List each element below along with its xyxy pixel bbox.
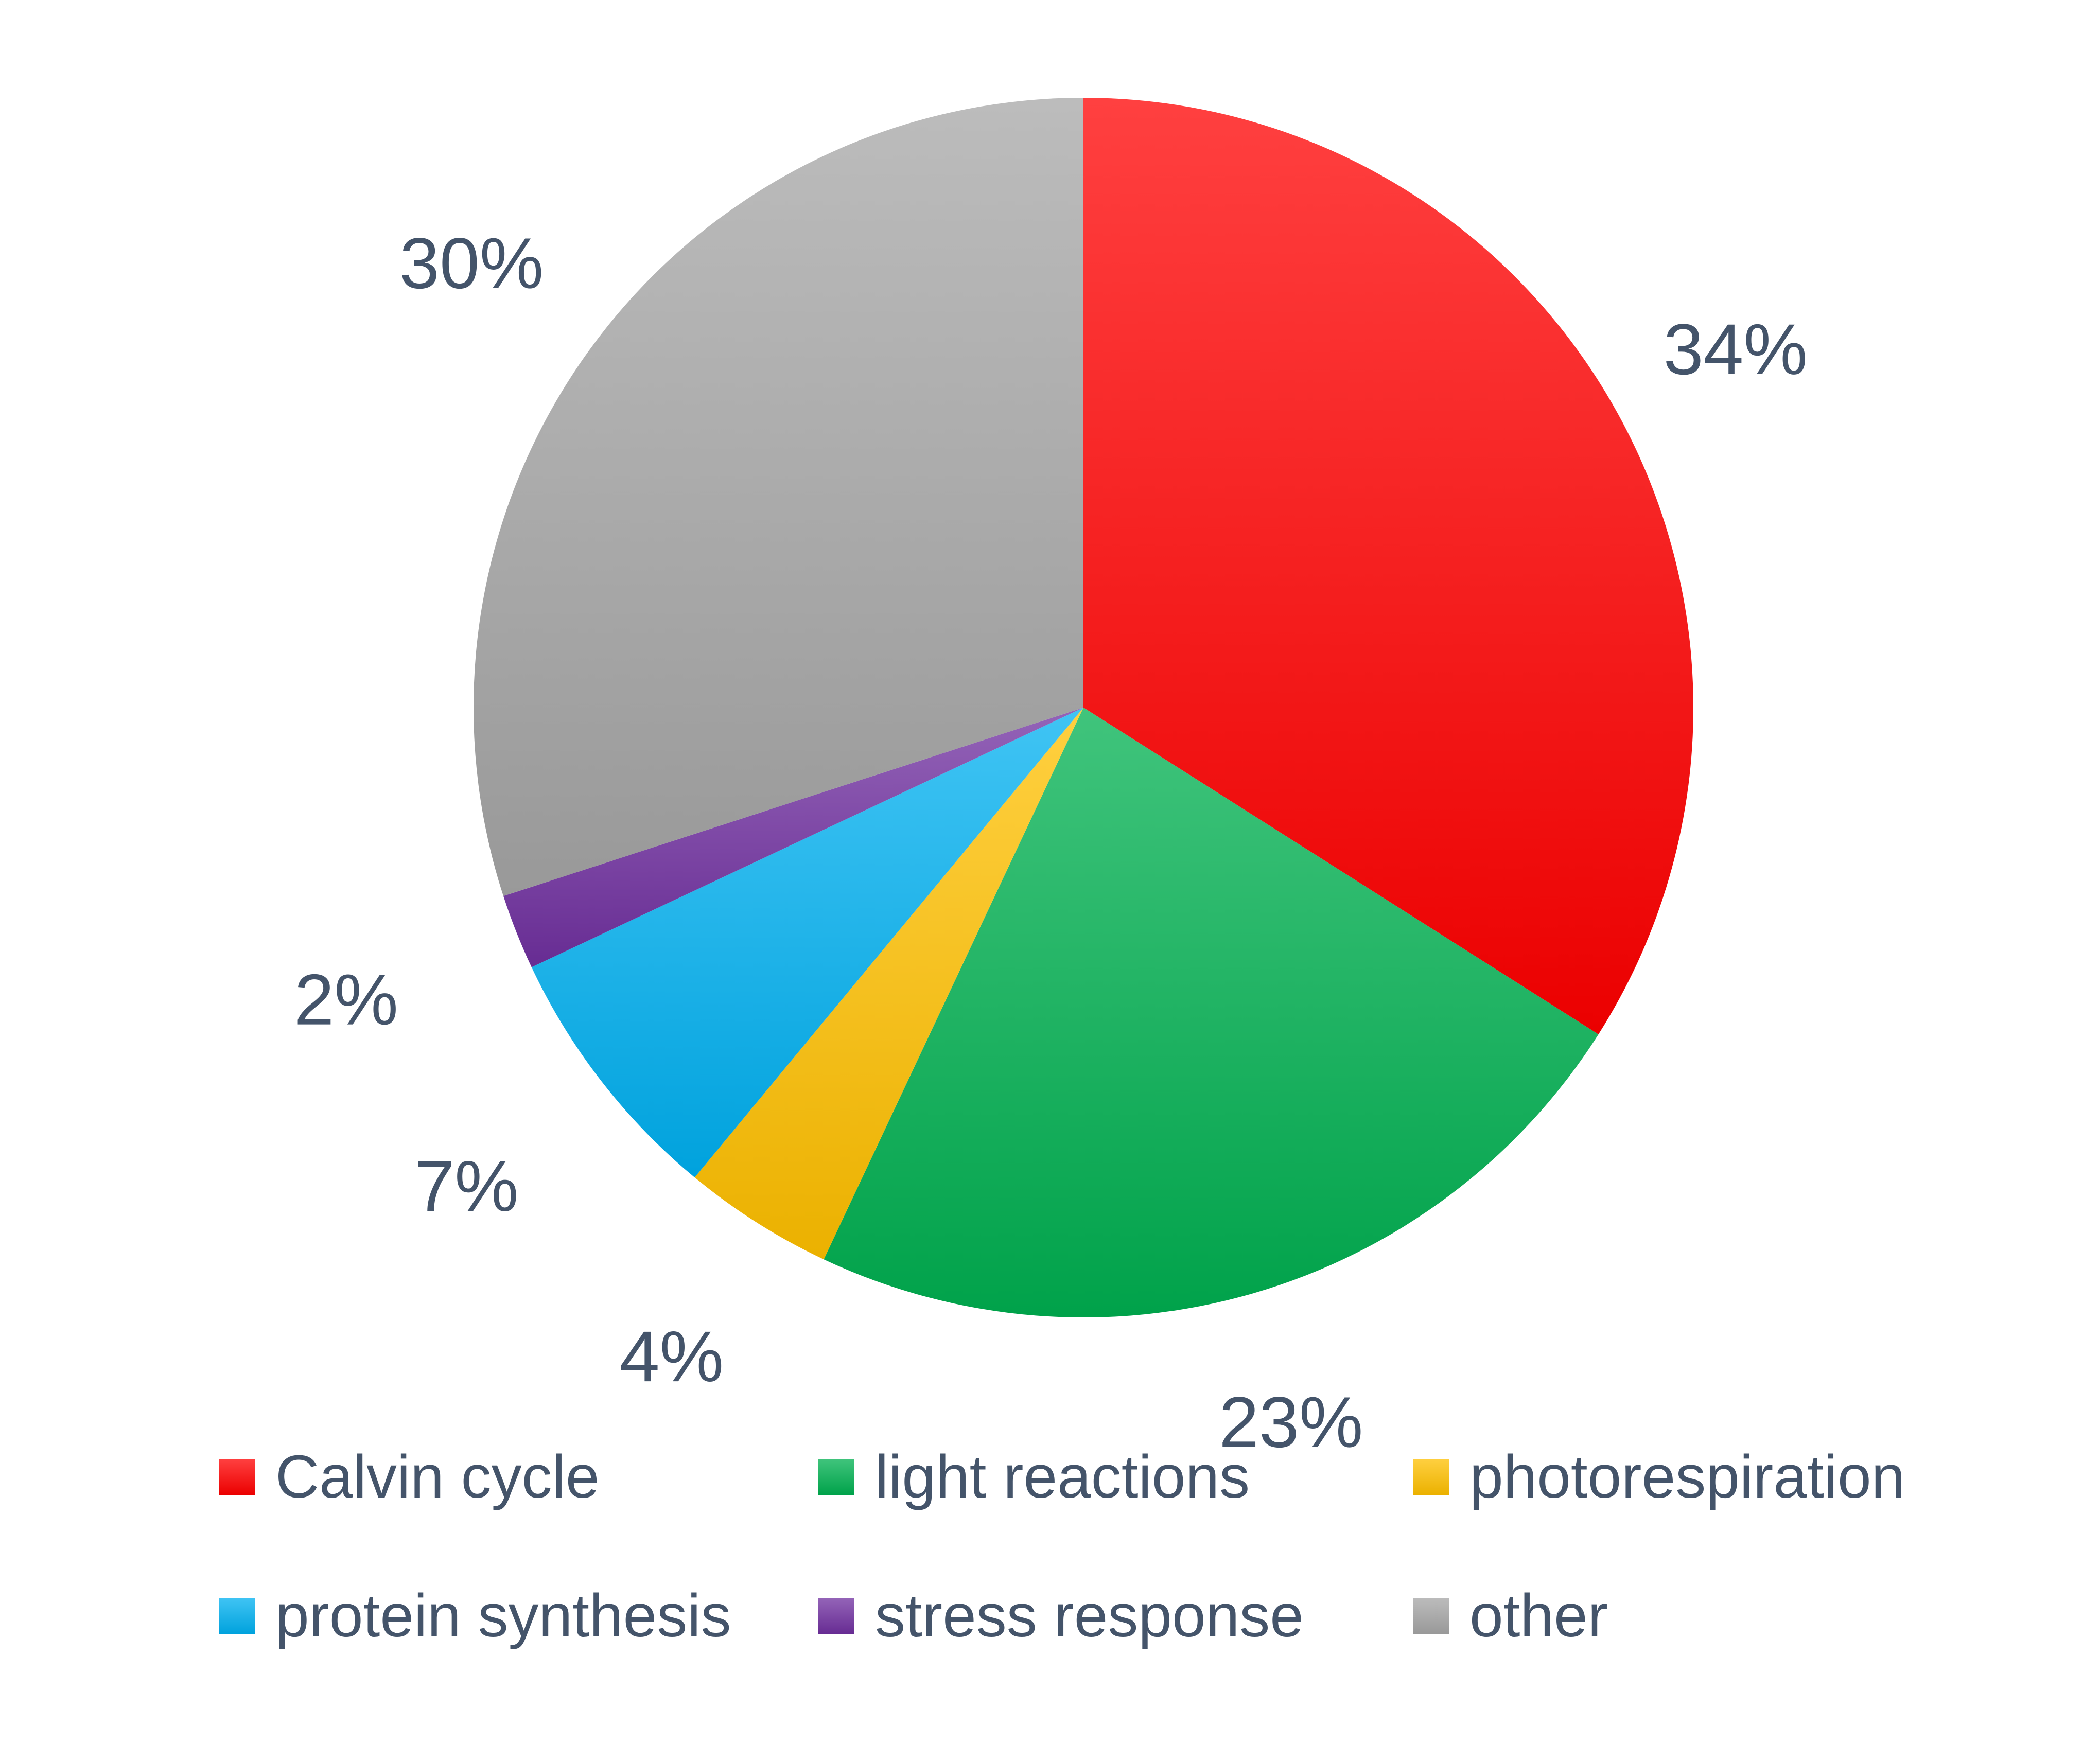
pie-slice-calvin-cycle [1083, 98, 1693, 1034]
pie-slice-photorespiration [694, 708, 1083, 1260]
legend-swatch-light-reactions [818, 1459, 854, 1495]
legend-swatch-photorespiration [1413, 1459, 1449, 1495]
legend-swatch-protein-synthesis [219, 1598, 255, 1634]
legend-label-protein-synthesis: protein synthesis [275, 1582, 731, 1650]
legend-label-calvin-cycle: Calvin cycle [275, 1443, 600, 1511]
legend-label-light-reactions: light reactions [875, 1443, 1250, 1511]
legend-label-stress-response: stress response [875, 1582, 1304, 1650]
data-label-stress-response: 2% [294, 959, 398, 1040]
legend-label-photorespiration: photorespiration [1469, 1443, 1905, 1511]
pie-slice-other [473, 98, 1083, 896]
pie-slices [473, 98, 1693, 1317]
legend-swatch-other [1413, 1598, 1449, 1634]
percentage-labels: 34% 23% 4% 7% 2% 30% [294, 223, 1808, 1463]
data-label-light-reactions: 23% [1219, 1382, 1363, 1463]
data-label-calvin-cycle: 34% [1664, 309, 1808, 390]
pie-slice-protein-synthesis [531, 708, 1083, 1178]
data-label-protein-synthesis: 7% [414, 1146, 518, 1226]
data-label-other: 30% [399, 223, 544, 304]
pie-slice-stress-response [503, 708, 1083, 967]
data-label-photorespiration: 4% [620, 1316, 724, 1397]
legend-label-other: other [1469, 1582, 1608, 1650]
legend-swatch-calvin-cycle [219, 1459, 255, 1495]
legend: Calvin cycle light reactions photorespirat… [219, 1443, 1905, 1650]
legend-swatch-stress-response [818, 1598, 854, 1634]
pie-slice-light-reactions [824, 708, 1599, 1317]
